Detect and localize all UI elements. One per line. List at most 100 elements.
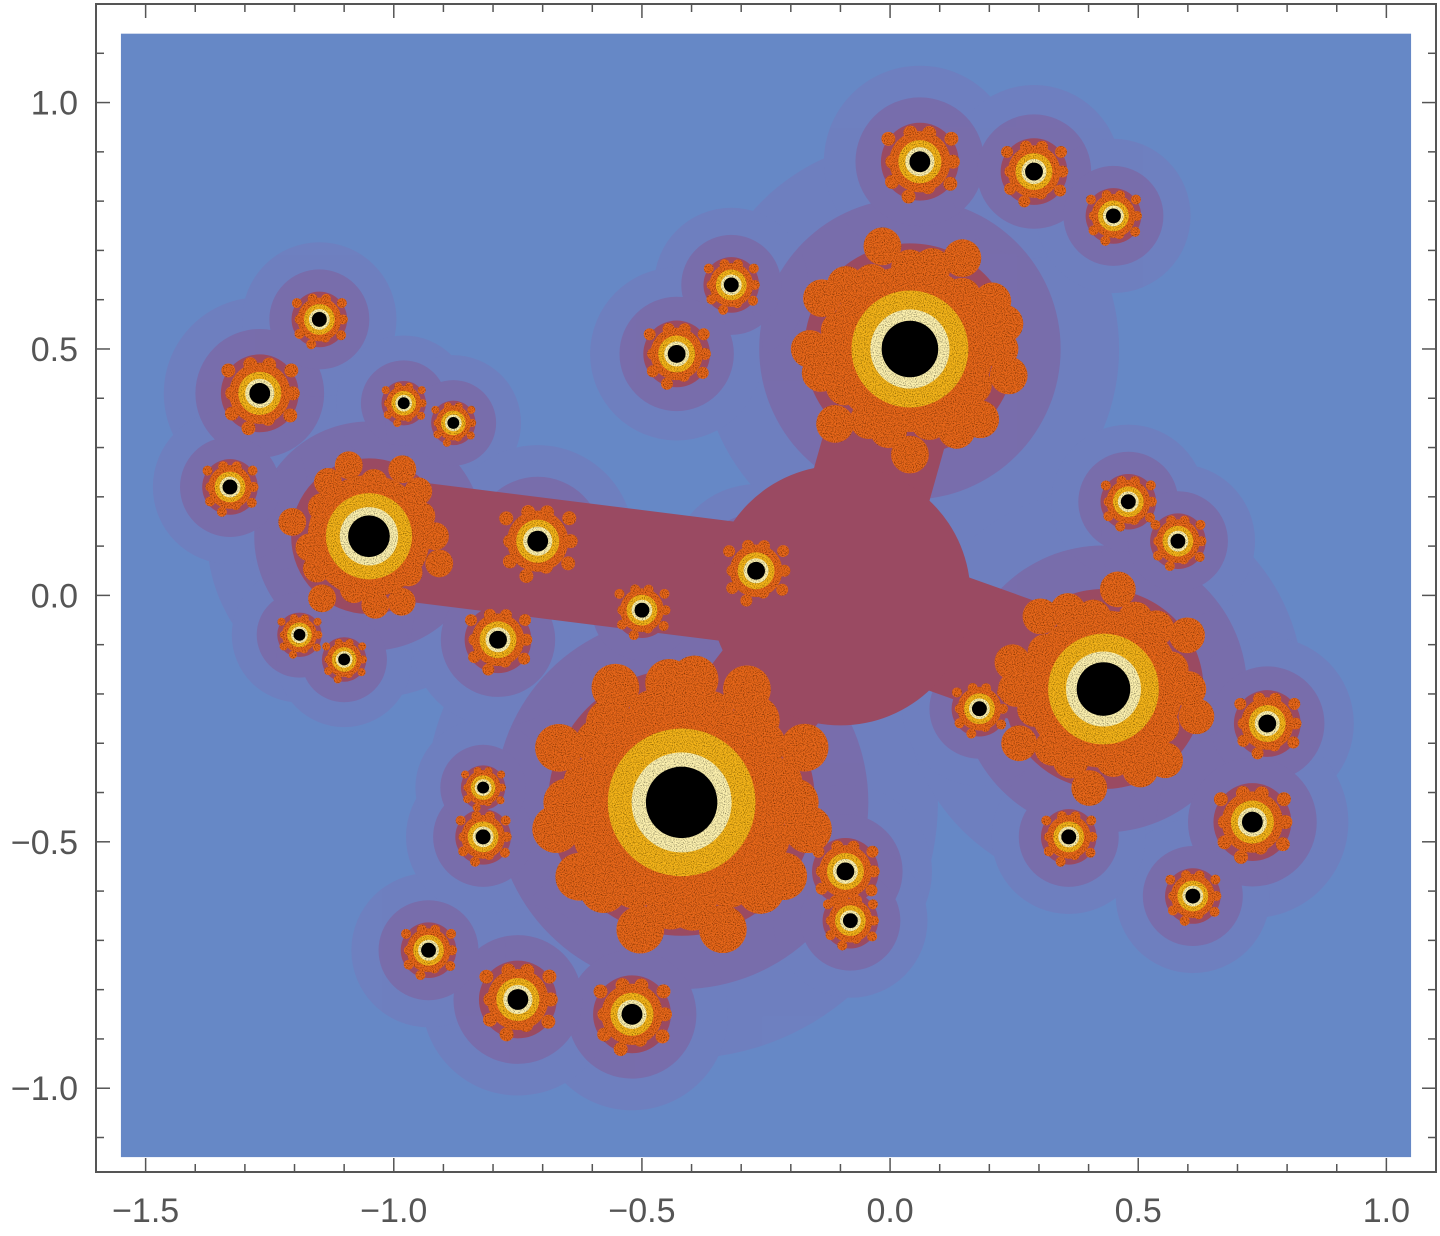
fringe-spike bbox=[1001, 146, 1013, 158]
fringe-spike bbox=[863, 227, 902, 266]
fringe-spike bbox=[697, 328, 710, 341]
fringe-spike bbox=[998, 671, 1034, 707]
fringe-spike bbox=[322, 642, 331, 651]
fringe-spike bbox=[1169, 617, 1205, 654]
bulb-core bbox=[1120, 494, 1136, 510]
fringe-spike bbox=[472, 803, 481, 812]
fringe-spike bbox=[748, 263, 759, 274]
fringe-spike bbox=[333, 675, 342, 684]
bulb-core bbox=[421, 942, 436, 958]
fringe-spike bbox=[467, 405, 476, 414]
fringe-spike bbox=[519, 569, 534, 583]
fringe-spike bbox=[777, 545, 790, 558]
bulb-core bbox=[293, 628, 306, 641]
fringe-spike bbox=[837, 940, 848, 951]
bulb-core bbox=[447, 416, 460, 429]
fringe-spike bbox=[284, 363, 299, 378]
bulb-core bbox=[1241, 811, 1263, 833]
fringe-spike bbox=[643, 328, 656, 341]
fringe-spike bbox=[1085, 847, 1096, 858]
fringe-spike bbox=[313, 617, 322, 626]
fringe-spike bbox=[985, 304, 1024, 343]
fringe-spike bbox=[216, 506, 227, 517]
fringe-spike bbox=[1100, 235, 1111, 246]
bulb-core bbox=[1185, 888, 1201, 904]
fringe-spike bbox=[306, 339, 317, 350]
fringe-spike bbox=[784, 805, 832, 854]
bulb-core bbox=[507, 989, 529, 1010]
fringe-spike bbox=[1100, 480, 1111, 491]
bulb-core bbox=[311, 311, 327, 327]
fringe-spike bbox=[278, 508, 307, 536]
bulb-core bbox=[645, 766, 718, 839]
fringe-spike bbox=[1276, 792, 1291, 807]
fringe-spike bbox=[658, 621, 669, 631]
fringe-spike bbox=[455, 815, 466, 826]
fringe-spike bbox=[496, 796, 505, 805]
fringe-spike bbox=[1150, 519, 1161, 530]
body-hub bbox=[710, 465, 971, 726]
fringe-spike bbox=[812, 845, 825, 858]
fringe-spike bbox=[591, 663, 640, 712]
fringe-spike bbox=[723, 545, 736, 558]
bulb-core bbox=[475, 829, 491, 845]
fringe-spike bbox=[415, 970, 426, 981]
fringe-spike bbox=[401, 928, 411, 939]
fringe-spike bbox=[1145, 512, 1156, 523]
plot-area bbox=[120, 33, 1412, 1158]
fringe-spike bbox=[1041, 815, 1052, 826]
fringe-spike bbox=[562, 511, 577, 526]
fringe-spike bbox=[866, 845, 879, 858]
fringe-spike bbox=[446, 928, 457, 939]
fringe-spike bbox=[996, 687, 1007, 698]
fringe-spike bbox=[241, 421, 256, 436]
fringe-spike bbox=[661, 377, 673, 390]
x-tick-label: −0.5 bbox=[608, 1192, 675, 1230]
fringe-spike bbox=[1287, 736, 1300, 749]
fringe-spike bbox=[881, 131, 896, 146]
fringe-spike bbox=[776, 583, 789, 596]
fringe-spike bbox=[289, 650, 298, 659]
fringe-spike bbox=[659, 588, 670, 599]
fringe-spike bbox=[901, 189, 916, 204]
bulb-core bbox=[1170, 533, 1186, 549]
bulb-core bbox=[477, 781, 490, 794]
fringe-spike bbox=[1099, 571, 1136, 608]
fringe-spike bbox=[277, 617, 286, 626]
fringe-spike bbox=[541, 1014, 556, 1029]
fringe-spike bbox=[461, 770, 470, 779]
fringe-spike bbox=[291, 298, 302, 309]
fringe-spike bbox=[336, 298, 347, 308]
fringe-spike bbox=[561, 556, 576, 571]
fringe-spike bbox=[1145, 480, 1156, 491]
fringe-spike bbox=[1001, 725, 1037, 762]
fringe-spike bbox=[1018, 195, 1031, 208]
fringe-spike bbox=[1165, 874, 1176, 885]
fringe-spike bbox=[497, 770, 506, 779]
fringe-spike bbox=[748, 295, 758, 306]
fringe-spike bbox=[1054, 184, 1067, 197]
fringe-spike bbox=[1210, 874, 1221, 885]
fringe-spike bbox=[425, 549, 454, 578]
fringe-spike bbox=[1234, 697, 1247, 710]
y-tick-label: 1.0 bbox=[31, 85, 78, 123]
fringe-spike bbox=[466, 431, 475, 440]
fringe-spike bbox=[891, 435, 929, 474]
fringe-spike bbox=[308, 584, 336, 613]
fringe-spike bbox=[867, 899, 878, 910]
bulb-core bbox=[881, 320, 939, 378]
fringe-spike bbox=[1234, 849, 1249, 864]
fringe-spike bbox=[943, 239, 982, 278]
fringe-spike bbox=[989, 356, 1028, 395]
fringe-spike bbox=[1085, 194, 1096, 205]
fringe-spike bbox=[1195, 519, 1206, 530]
fringe-spike bbox=[381, 386, 390, 395]
x-tick-label: 0.5 bbox=[1115, 1192, 1162, 1230]
fringe-spike bbox=[1251, 747, 1264, 760]
bulb-core bbox=[667, 344, 686, 363]
fringe-spike bbox=[943, 176, 958, 191]
fringe-spike bbox=[951, 687, 962, 698]
fringe-spike bbox=[966, 728, 977, 739]
fringe-spike bbox=[593, 984, 608, 999]
fringe-spike bbox=[479, 969, 494, 984]
